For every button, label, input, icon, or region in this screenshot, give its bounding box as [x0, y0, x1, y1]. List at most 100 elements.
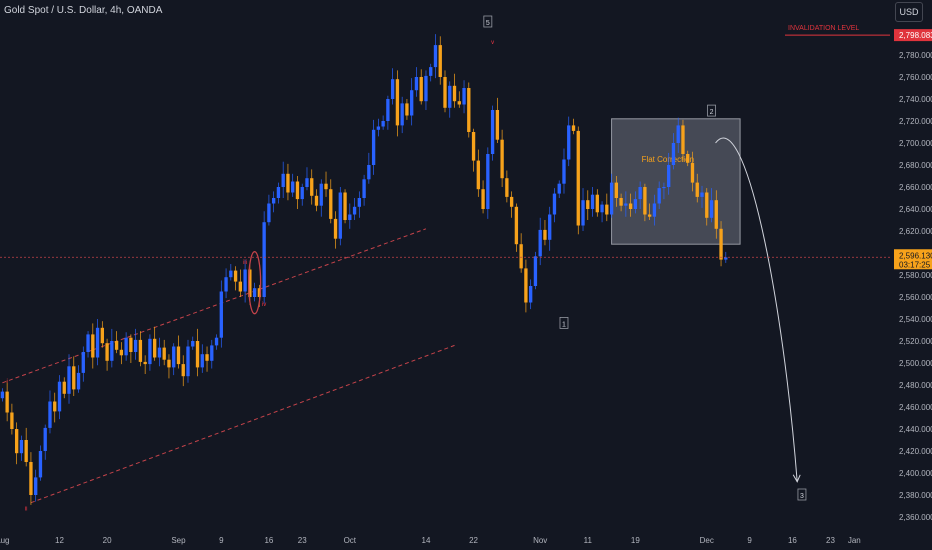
candle-body [271, 198, 276, 204]
candle-body [486, 154, 490, 209]
time-axis-tick: 9 [747, 536, 752, 545]
candle-body [148, 338, 152, 365]
candle-body [376, 126, 381, 130]
candle-body [0, 391, 5, 399]
candle-body [262, 222, 266, 297]
price-axis-tick: 2,560.000 [899, 293, 932, 302]
price-axis-tick: 2,620.000 [899, 227, 932, 236]
candle-body [686, 154, 690, 163]
candle-body [176, 346, 181, 365]
candle-body [314, 195, 319, 206]
candle-body [424, 75, 428, 102]
candle-body [24, 440, 28, 462]
candle-body [67, 366, 71, 394]
candle-body [562, 159, 566, 184]
candle-body [419, 77, 423, 102]
candle-body [329, 189, 333, 219]
price-axis-tick: 2,520.000 [899, 337, 932, 346]
wave-label: i [6, 379, 7, 385]
wave-label-box [707, 104, 716, 117]
candle-body [581, 200, 585, 226]
candle-body [210, 345, 214, 361]
candle-body [619, 198, 623, 206]
candle-body [143, 361, 147, 365]
candle-body [91, 334, 95, 358]
candle-body [300, 187, 304, 200]
price-axis-tick: 2,700.000 [899, 139, 932, 148]
candle-body [72, 366, 76, 390]
candle-body [443, 77, 447, 108]
time-axis-tick: Nov [533, 536, 547, 545]
candle-body [595, 194, 599, 213]
candle-body [238, 281, 243, 292]
current-price-label: 2,596.130 [899, 251, 932, 260]
candle-body [695, 182, 699, 197]
candle-body [614, 182, 619, 198]
time-axis-tick: Dec [700, 536, 714, 545]
candle-body [195, 341, 200, 368]
candle-body [319, 183, 323, 206]
time-axis-tick: Aug [0, 536, 9, 545]
candle-body [81, 352, 85, 373]
price-axis-tick: 2,360.000 [899, 513, 932, 522]
candle-body [229, 270, 233, 278]
candle-body [62, 381, 66, 394]
candle-body [719, 228, 723, 260]
candle-body [10, 412, 14, 429]
price-axis-tick: 2,760.000 [899, 73, 932, 82]
candle-body [410, 90, 414, 116]
candle-body [34, 477, 38, 495]
wave-label: 2 [710, 109, 714, 116]
candle-body [609, 182, 614, 215]
candle-body [390, 79, 395, 99]
candle-body [605, 204, 609, 215]
candle-body [467, 88, 471, 132]
price-axis-tick: 2,660.000 [899, 183, 932, 192]
candle-body [386, 99, 390, 121]
candle-body [362, 179, 366, 198]
candle-body [500, 139, 504, 179]
candle-body [371, 129, 376, 165]
time-axis-tick: 22 [469, 536, 478, 545]
candle-body [714, 200, 718, 229]
time-axis-tick: 16 [264, 536, 273, 545]
currency-button[interactable]: USD [895, 2, 923, 22]
candle-body [167, 359, 171, 368]
candle-body [124, 337, 128, 356]
price-axis-tick: 2,480.000 [899, 381, 932, 390]
wave-label: 3 [800, 493, 804, 500]
wave-label: ii [25, 506, 28, 512]
candle-body [281, 173, 285, 187]
time-axis-tick: Oct [344, 536, 357, 545]
candle-body [490, 110, 495, 154]
candle-body [705, 192, 709, 218]
price-axis-tick: 2,460.000 [899, 403, 932, 412]
candle-body [205, 354, 209, 361]
candle-body [514, 206, 519, 245]
candle-body [86, 334, 90, 352]
time-axis-tick: 9 [219, 536, 224, 545]
candle-body [352, 206, 357, 215]
candle-body [214, 337, 219, 346]
wave-label: v [491, 40, 494, 46]
candle-body [186, 346, 190, 377]
candle-body [48, 401, 52, 428]
candle-body [310, 178, 314, 196]
candle-body [624, 203, 628, 206]
candle-body [433, 45, 438, 68]
candle-body [291, 181, 295, 193]
candle-body [357, 198, 361, 207]
candle-body [105, 343, 109, 361]
candle-body [586, 200, 590, 209]
candle-body [538, 229, 542, 257]
candle-body [233, 270, 238, 282]
wave-label: 1 [562, 321, 566, 328]
candle-body [638, 187, 642, 200]
candle-body [395, 79, 400, 126]
candle-body [343, 192, 347, 220]
candle-body [248, 269, 252, 297]
candle-body [600, 204, 604, 213]
candle-body [286, 173, 290, 193]
candle-body [400, 103, 404, 126]
